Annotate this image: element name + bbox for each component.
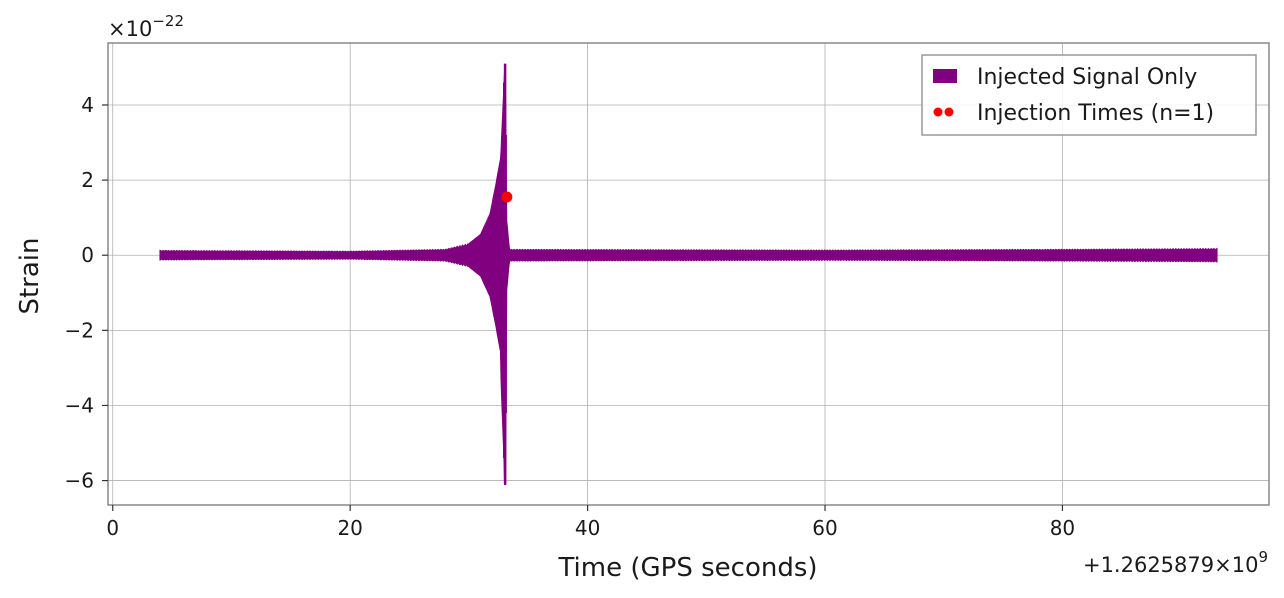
y-tick-label: 2 <box>81 168 94 192</box>
x-tick-label: 40 <box>575 516 600 540</box>
injected-signal-line <box>159 70 1218 486</box>
x-tick-label: 0 <box>106 516 119 540</box>
legend-label-injected-signal: Injected Signal Only <box>977 65 1197 90</box>
y-tick-label: −2 <box>65 318 94 342</box>
legend-marker-injection-times-2 <box>944 107 954 117</box>
plot-series <box>159 63 1218 486</box>
plot-frame <box>107 42 1270 506</box>
x-tick-label: 80 <box>1050 516 1075 540</box>
x-offset-text: +1.2625879×109 <box>1083 548 1268 577</box>
legend: Injected Signal Only Injection Times (n=… <box>921 54 1257 136</box>
injection-points <box>501 191 513 203</box>
signal-oscillations <box>503 63 507 485</box>
legend-label-injection-times: Injection Times (n=1) <box>977 101 1214 126</box>
y-tick-label: −6 <box>65 469 94 493</box>
legend-marker-injection-times-1 <box>933 107 943 117</box>
x-tick-label: 20 <box>337 516 362 540</box>
y-tick-label: 4 <box>81 93 94 117</box>
y-scale-factor: ×10−22 <box>108 12 184 41</box>
x-axis-label: Time (GPS seconds) <box>557 553 817 583</box>
y-tick-label: −4 <box>65 393 94 417</box>
legend-box <box>921 54 1257 136</box>
y-tick-label: 0 <box>81 243 94 267</box>
y-axis-label: Strain <box>15 237 45 314</box>
x-tick-label: 60 <box>812 516 837 540</box>
injection-time-point <box>501 191 513 203</box>
axis-ticks: 0 20 40 60 80 −6 −4 −2 0 2 4 <box>65 93 1076 540</box>
legend-swatch-injected-signal <box>933 69 957 83</box>
